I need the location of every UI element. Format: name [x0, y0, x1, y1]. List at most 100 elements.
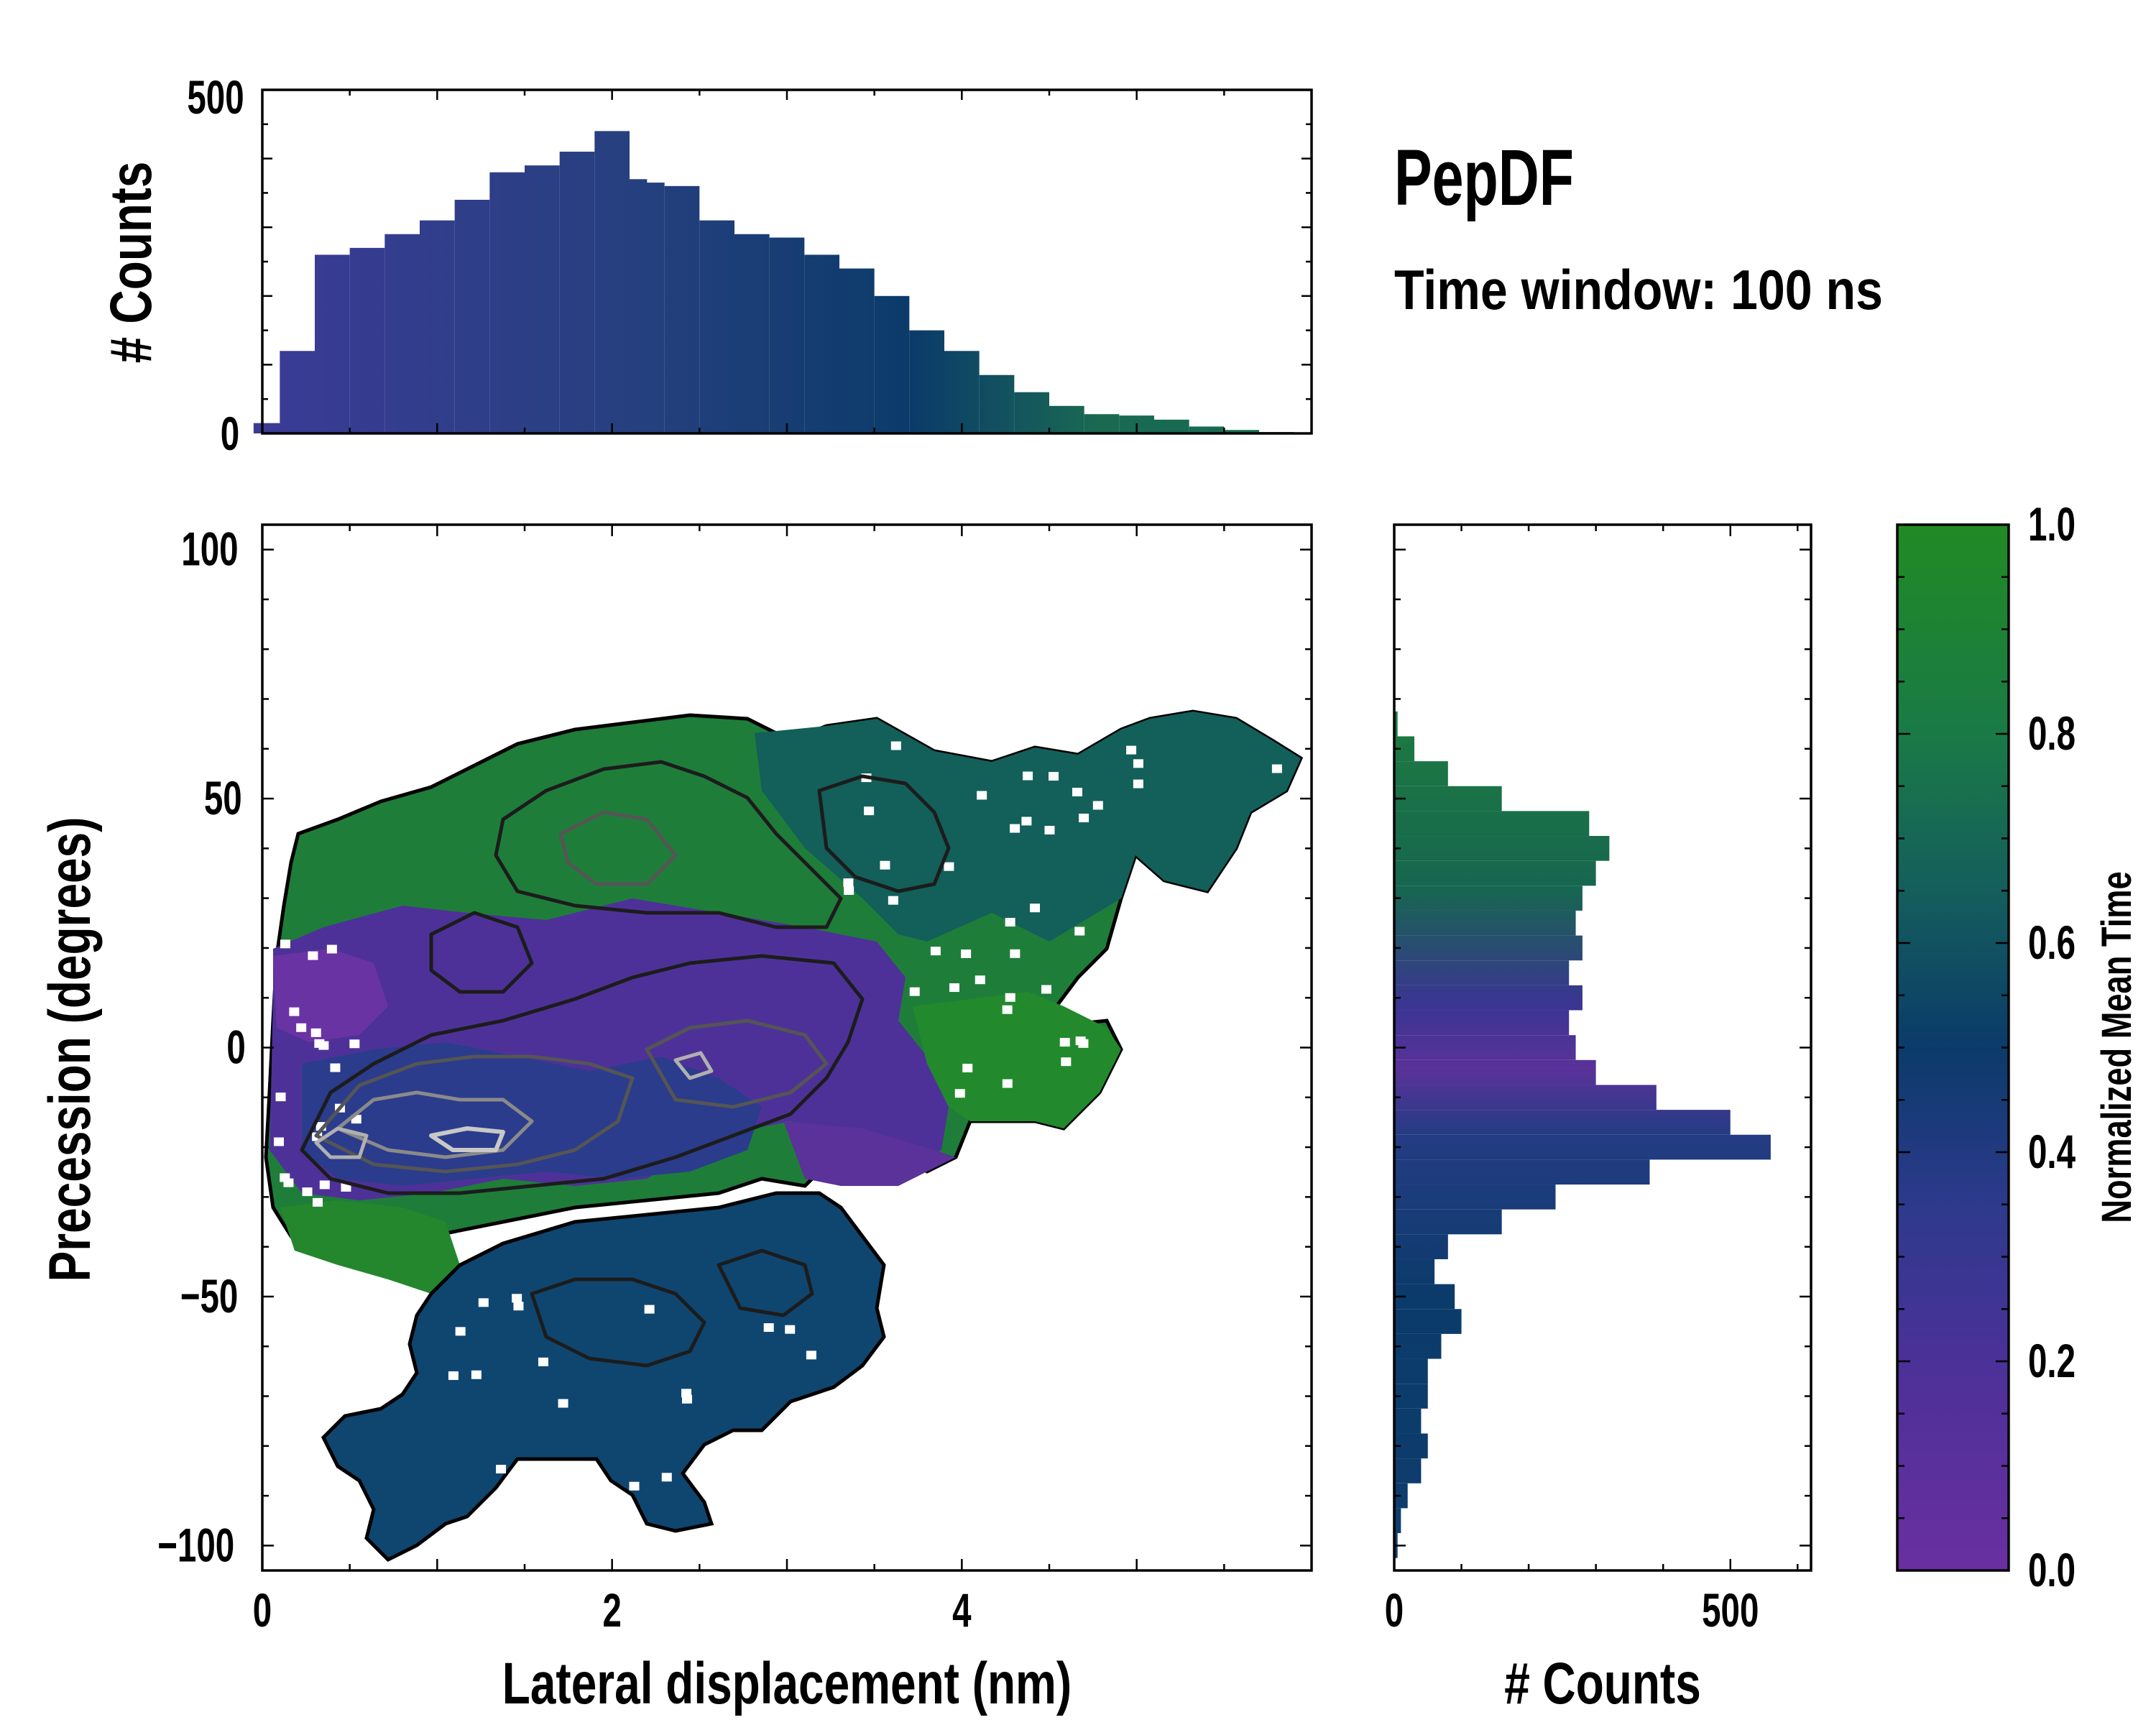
heatmap-region-purple-lower — [783, 1121, 956, 1186]
empty-bin — [661, 1473, 672, 1482]
colorbar-label: Normalized Mean Time — [2094, 871, 2141, 1223]
right-histogram-bar — [1394, 1309, 1462, 1334]
empty-bin — [289, 1007, 300, 1016]
right-histogram-bar — [1394, 1184, 1556, 1210]
empty-bin — [448, 1371, 459, 1380]
empty-bin — [1092, 801, 1103, 810]
top-histogram-bar — [1014, 392, 1049, 433]
empty-bin — [455, 1327, 466, 1336]
top-histogram-bars — [253, 131, 1294, 434]
colorbar-tick-label: 1.0 — [2028, 498, 2076, 551]
empty-bin — [319, 1180, 330, 1190]
empty-bin — [1041, 985, 1051, 994]
contour-outer-1 — [300, 954, 865, 1195]
right-histogram-bar — [1394, 1159, 1650, 1185]
empty-bin — [1044, 825, 1055, 834]
top-histogram-bar — [630, 183, 665, 433]
right-histogram-bar — [1394, 985, 1583, 1011]
main-ytick-label: 0 — [226, 1021, 245, 1074]
top-histogram-bar — [1154, 419, 1189, 433]
empty-bin — [1005, 918, 1015, 927]
empty-bin — [330, 1063, 341, 1072]
contour-mid-1 — [314, 1054, 635, 1174]
top-histogram-bar — [804, 254, 839, 433]
empty-bin — [949, 983, 960, 993]
empty-bin — [326, 944, 337, 954]
top-histogram-bar — [664, 185, 700, 433]
colorbar-tick-label: 0.6 — [2028, 916, 2076, 969]
right-histogram-bar — [1394, 1483, 1408, 1509]
right-histogram-bar — [1394, 1333, 1442, 1359]
top-histogram-bar — [909, 330, 944, 433]
top-histogram-bar — [349, 247, 385, 433]
empty-bin — [302, 1187, 313, 1197]
top-histogram-bar — [559, 152, 595, 434]
main-ytick-label: −100 — [157, 1519, 234, 1572]
top-histogram-bar — [839, 268, 875, 433]
empty-bin — [711, 1481, 722, 1490]
empty-bin — [1075, 1036, 1086, 1046]
empty-bin — [1010, 824, 1021, 833]
empty-bin — [1079, 814, 1089, 823]
right-histogram-bar — [1394, 1059, 1596, 1085]
top-histogram-bar — [769, 237, 805, 433]
empty-bin — [1049, 772, 1059, 781]
empty-bin — [538, 1473, 548, 1482]
top-histogram-bar — [979, 374, 1015, 433]
empty-bin — [275, 1092, 286, 1102]
top-histogram-bar — [384, 234, 420, 433]
main-xtick-label: 0 — [253, 1584, 272, 1637]
empty-bin — [1029, 903, 1040, 913]
empty-bin — [888, 896, 898, 905]
top-histogram-bar — [734, 234, 770, 433]
main-xtick-labels: 0 2 4 — [253, 1584, 972, 1637]
contour-inner-2 — [314, 1126, 369, 1159]
right-histogram: 0 500 # Counts — [1385, 523, 1812, 1716]
right-histogram-bar — [1394, 1458, 1422, 1484]
empty-bin — [280, 939, 290, 949]
top-histogram-bar — [1049, 405, 1084, 433]
empty-bin — [1263, 893, 1274, 903]
empty-bin — [1061, 1057, 1072, 1067]
main-ytick-label: 50 — [204, 773, 242, 825]
colorbar-tick-label: 0.2 — [2028, 1335, 2076, 1387]
right-xtick-label: 500 — [1702, 1584, 1759, 1637]
colorbar-tick-label: 0.0 — [2028, 1544, 2076, 1596]
right-histogram-bar — [1394, 1209, 1502, 1235]
empty-bin — [806, 1351, 816, 1360]
empty-bin — [308, 951, 318, 960]
empty-bin — [930, 947, 941, 956]
empty-bin — [482, 1507, 492, 1517]
top-histogram-bar — [1084, 414, 1120, 433]
top-ytick-label-500: 500 — [187, 71, 244, 124]
heatmap-region-lower-tail — [321, 1191, 886, 1563]
empty-bin — [513, 1302, 524, 1311]
empty-bin — [1133, 759, 1143, 768]
right-histogram-bar — [1394, 711, 1398, 737]
top-histogram-ylabel: # Counts — [98, 162, 164, 364]
empty-bin — [977, 791, 987, 800]
top-histogram-bar — [280, 351, 315, 433]
density-contours — [300, 760, 951, 1368]
empty-bin — [318, 1041, 329, 1050]
colorbar-ticks — [1897, 523, 2009, 1572]
contour-outer-4 — [530, 1277, 706, 1368]
colorbar-tick-label: 0.8 — [2028, 707, 2076, 760]
empty-bin — [954, 1089, 965, 1098]
empty-bin — [274, 1137, 285, 1146]
right-histogram-bar — [1394, 1010, 1570, 1036]
empty-bin — [1126, 745, 1137, 755]
right-histogram-bar — [1394, 910, 1576, 936]
right-histogram-bars — [1394, 711, 1771, 1558]
main-ylabel: Precession (degrees) — [36, 817, 103, 1282]
top-histogram: 500 0 # Counts — [98, 71, 1313, 461]
chart-title: PepDF — [1394, 134, 1574, 222]
right-xtick-labels: 0 500 — [1385, 1584, 1759, 1637]
colorbar-tick-label: 0.4 — [2028, 1126, 2076, 1178]
heatmap-region-violet-patch — [273, 949, 388, 1042]
empty-bin — [843, 878, 854, 888]
contour-inner-1 — [336, 1090, 534, 1159]
right-histogram-bar — [1394, 811, 1590, 837]
top-histogram-bar — [420, 220, 455, 433]
contour-mid-2 — [645, 1018, 829, 1109]
